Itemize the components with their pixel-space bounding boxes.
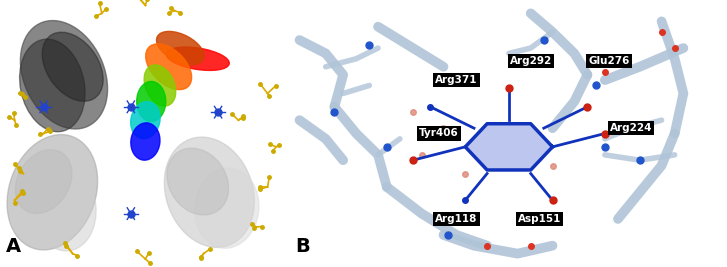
Ellipse shape <box>131 123 160 160</box>
Ellipse shape <box>144 65 176 106</box>
Ellipse shape <box>166 47 229 70</box>
Ellipse shape <box>42 32 103 101</box>
Text: Asp151: Asp151 <box>518 214 561 224</box>
Ellipse shape <box>167 148 228 215</box>
Ellipse shape <box>20 39 85 132</box>
Ellipse shape <box>32 166 96 251</box>
Text: Glu276: Glu276 <box>589 56 630 66</box>
Ellipse shape <box>137 81 166 121</box>
Text: Arg371: Arg371 <box>435 75 478 85</box>
Polygon shape <box>465 124 553 170</box>
Text: Tyr406: Tyr406 <box>419 128 459 139</box>
Ellipse shape <box>145 44 192 90</box>
Ellipse shape <box>164 137 254 248</box>
Ellipse shape <box>156 32 204 65</box>
Ellipse shape <box>131 102 160 139</box>
Text: B: B <box>295 237 310 256</box>
Ellipse shape <box>15 150 72 214</box>
Ellipse shape <box>195 168 259 248</box>
Text: Arg292: Arg292 <box>510 56 552 66</box>
Text: Arg118: Arg118 <box>435 214 478 224</box>
Ellipse shape <box>7 135 97 250</box>
Text: A: A <box>6 237 21 256</box>
Ellipse shape <box>20 21 108 129</box>
Text: Arg224: Arg224 <box>610 123 652 133</box>
